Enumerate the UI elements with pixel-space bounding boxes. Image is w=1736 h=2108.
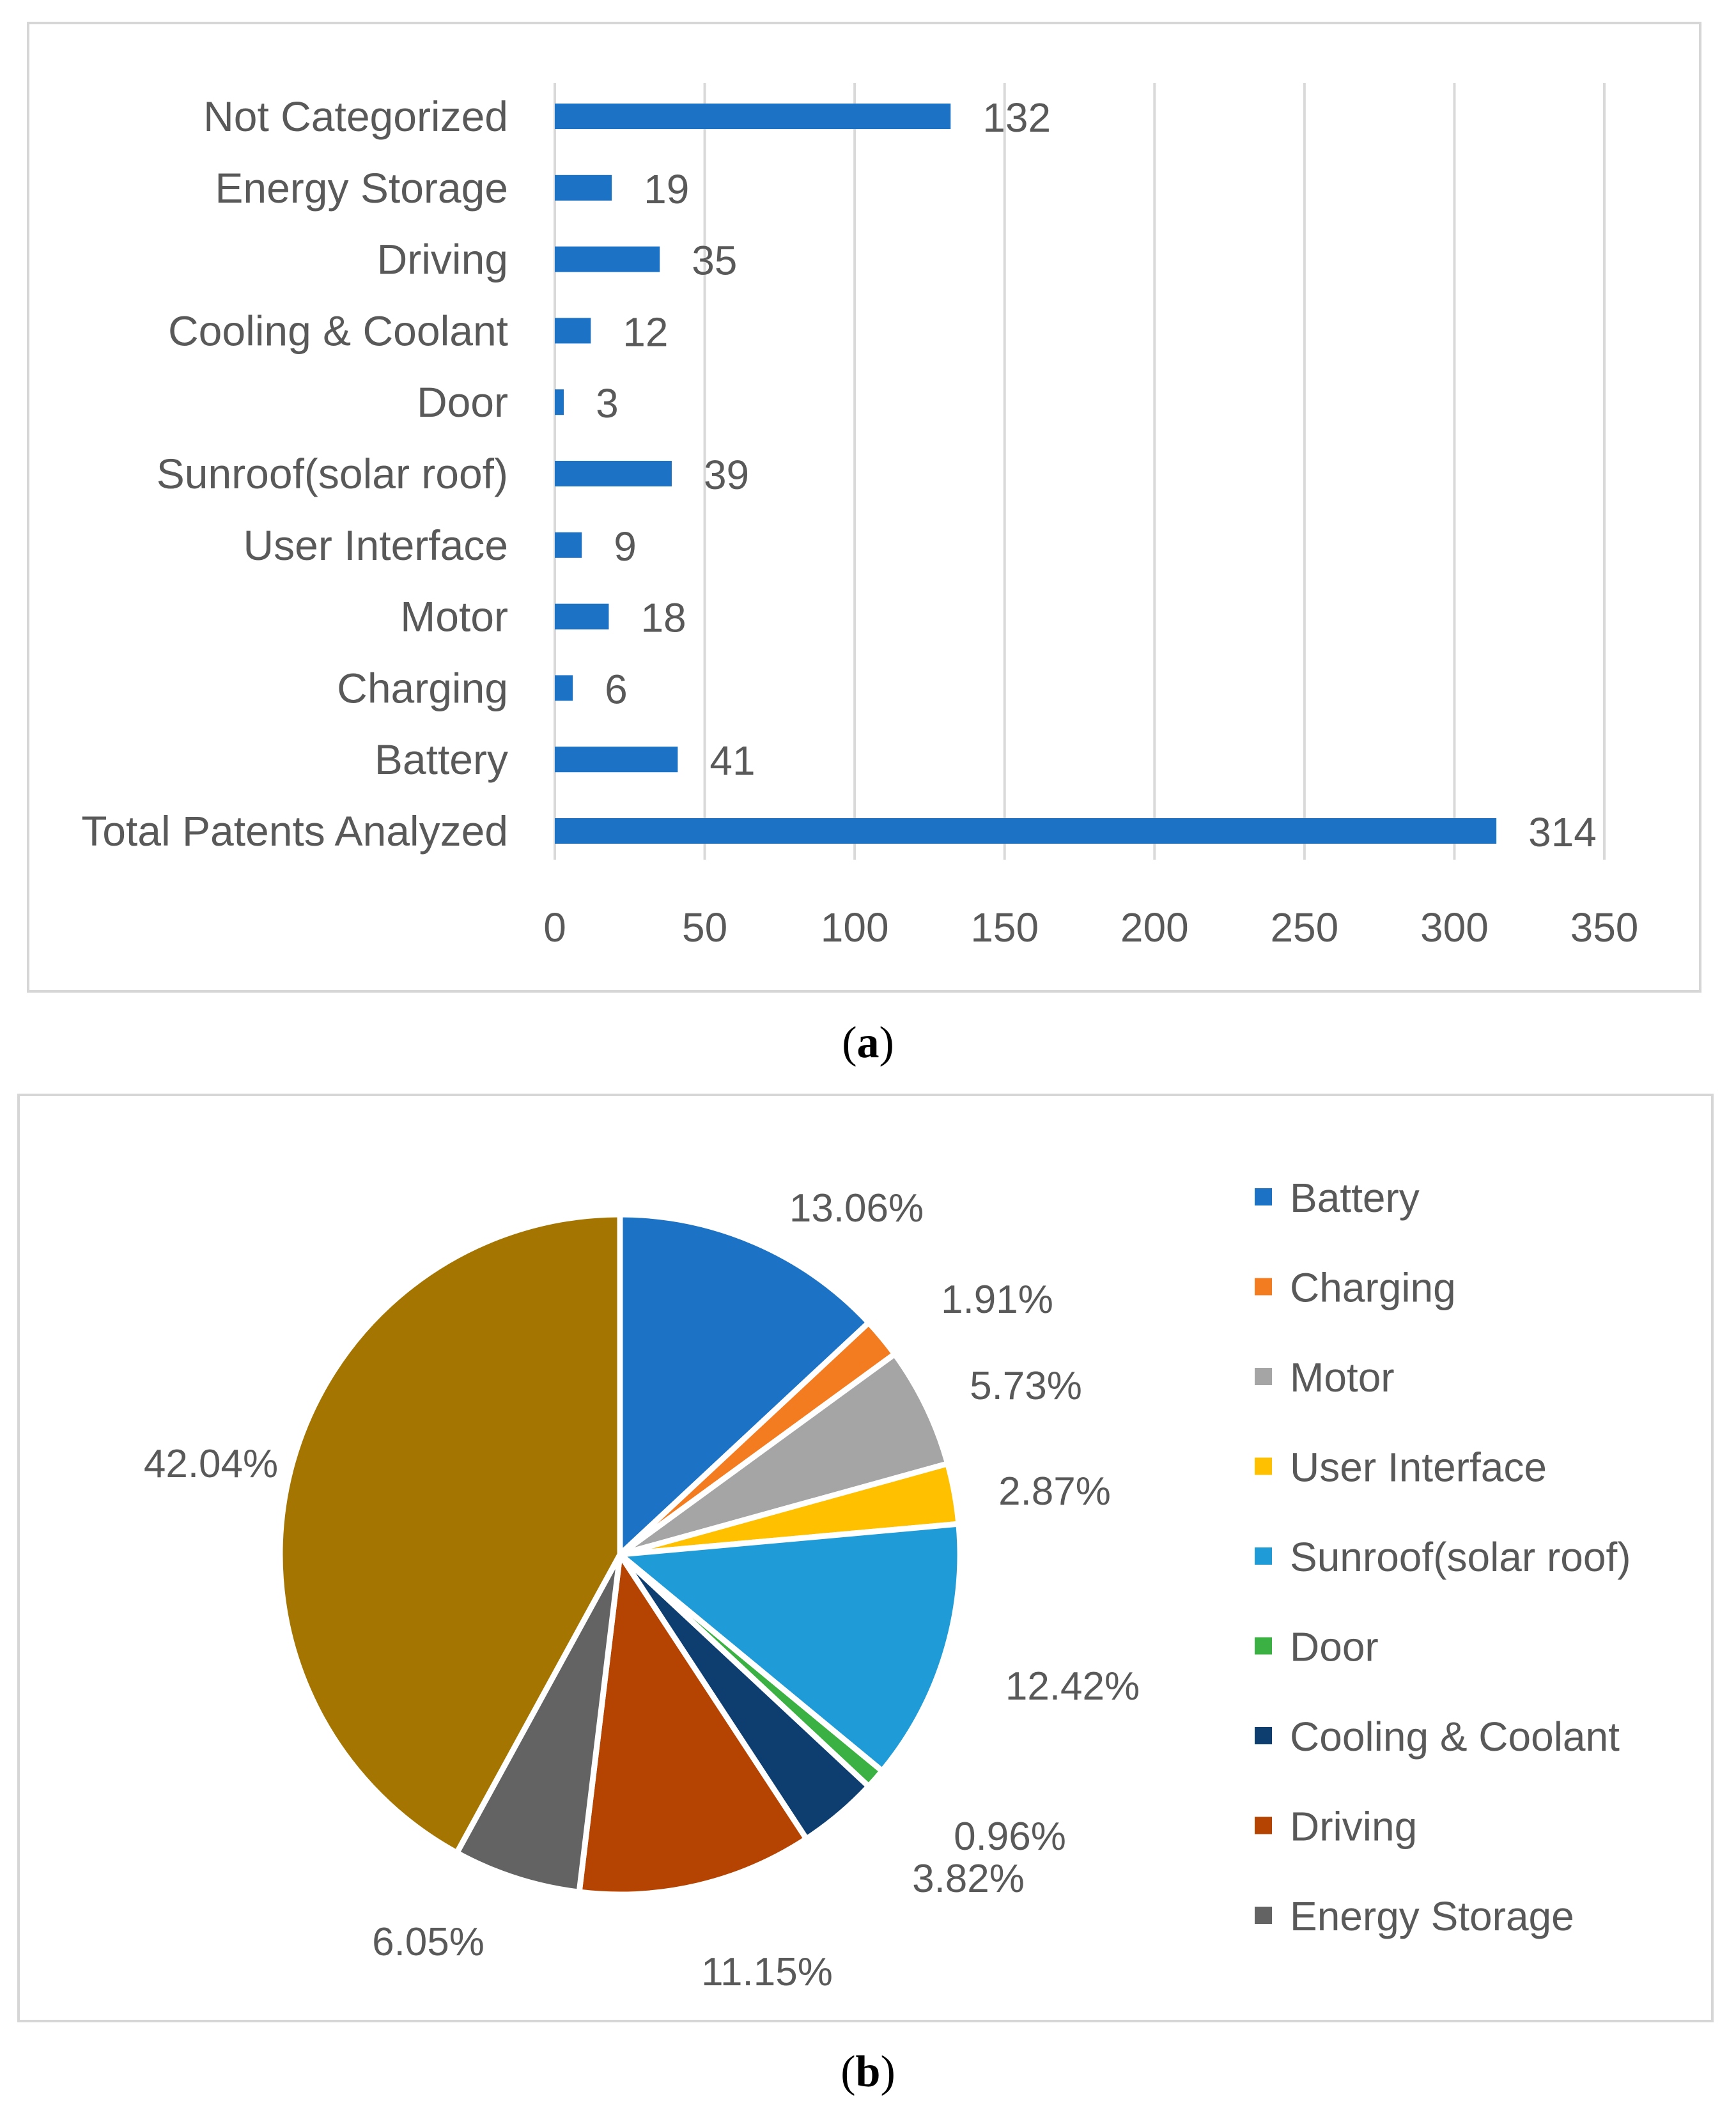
- data-label: 3: [596, 380, 619, 426]
- legend-label: Sunroof(solar roof): [1290, 1534, 1631, 1580]
- data-label: 314: [1528, 809, 1597, 855]
- category-label: Charging: [337, 664, 508, 711]
- bar: [555, 174, 612, 201]
- caption-a: (a): [842, 1018, 894, 1067]
- legend-label: Motor: [1290, 1354, 1395, 1400]
- legend-label: User Interface: [1290, 1445, 1547, 1491]
- pie-value-label: 3.82%: [912, 1857, 1025, 1901]
- x-tick-label: 150: [970, 904, 1039, 950]
- category-label: Total Patents Analyzed: [81, 807, 508, 855]
- category-label: User Interface: [244, 522, 509, 569]
- category-label: Cooling & Coolant: [168, 307, 508, 354]
- legend-swatch: [1255, 1637, 1272, 1655]
- pie-value-label: 0.96%: [954, 1815, 1066, 1859]
- bar-chart: 0 50 100 150 200 250 300 350 Not Categorized 132 E…: [81, 83, 1639, 950]
- bar: [555, 318, 591, 344]
- bar: [555, 818, 1497, 844]
- pie-value-label: 1.91%: [941, 1278, 1053, 1322]
- bar: [555, 747, 678, 773]
- pie-slice: [454, 1551, 623, 1895]
- caption-b: (b): [841, 2047, 895, 2096]
- data-label: 12: [623, 309, 668, 355]
- category-label: Door: [417, 378, 508, 426]
- bar: [555, 461, 672, 486]
- legend-label: Door: [1290, 1624, 1379, 1670]
- x-tick-label: 0: [543, 904, 566, 950]
- category-label: Motor: [400, 593, 508, 640]
- bar: [555, 603, 609, 630]
- data-label: 9: [614, 523, 637, 570]
- category-label: Battery: [375, 736, 508, 783]
- pie-slice: [617, 1521, 963, 1774]
- legend-label: Driving: [1290, 1804, 1417, 1850]
- legend-swatch: [1255, 1457, 1272, 1475]
- legend-swatch: [1255, 1188, 1272, 1205]
- pie-slice: [277, 1211, 623, 1856]
- legend-swatch: [1255, 1368, 1272, 1385]
- bar: [555, 104, 951, 129]
- data-label: 19: [644, 166, 689, 212]
- category-label: Energy Storage: [215, 164, 508, 212]
- pie-value-label: 42.04%: [144, 1442, 278, 1486]
- legend-swatch: [1255, 1547, 1272, 1565]
- pie-value-label: 2.87%: [998, 1469, 1111, 1514]
- bar: [555, 389, 564, 415]
- data-label: 39: [704, 452, 749, 498]
- data-label: 6: [605, 666, 628, 712]
- x-tick-label: 50: [682, 904, 727, 950]
- category-label: Driving: [377, 236, 508, 283]
- category-label: Not Categorized: [203, 93, 508, 140]
- bar: [555, 246, 660, 272]
- x-tick-label: 300: [1420, 904, 1489, 950]
- category-label: Sunroof(solar roof): [157, 450, 508, 497]
- pie-value-label: 6.05%: [372, 1920, 484, 1964]
- legend-swatch: [1255, 1817, 1272, 1834]
- x-tick-label: 250: [1270, 904, 1338, 950]
- legend-label: Battery: [1290, 1175, 1420, 1221]
- legend-swatch: [1255, 1278, 1272, 1296]
- data-label: 132: [982, 95, 1051, 141]
- x-tick-label: 200: [1120, 904, 1189, 950]
- pie-value-label: 13.06%: [789, 1186, 924, 1230]
- data-label: 18: [640, 595, 686, 641]
- pie-slice: [617, 1351, 951, 1558]
- pie-value-label: 11.15%: [701, 1950, 833, 1994]
- pie-value-label: 5.73%: [970, 1364, 1082, 1408]
- x-tick-label: 100: [821, 904, 889, 950]
- legend-label: Charging: [1290, 1265, 1456, 1311]
- pie-slice: [617, 1211, 872, 1558]
- pie-slice: [576, 1551, 810, 1898]
- x-tick-label: 350: [1570, 904, 1639, 950]
- legend-label: Cooling & Coolant: [1290, 1714, 1620, 1760]
- data-label: 41: [709, 738, 755, 784]
- legend-label: Energy Storage: [1290, 1893, 1574, 1939]
- data-label: 35: [692, 238, 737, 284]
- legend-swatch: [1255, 1907, 1272, 1924]
- bar: [555, 675, 573, 701]
- legend-swatch: [1255, 1727, 1272, 1744]
- bar: [555, 532, 582, 558]
- pie-value-label: 12.42%: [1005, 1664, 1140, 1709]
